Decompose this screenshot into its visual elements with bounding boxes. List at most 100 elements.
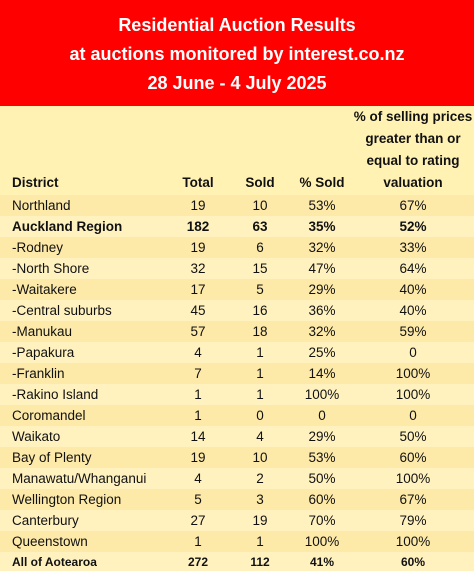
- cell-pct-sold: 100%: [292, 531, 352, 552]
- cell-sold: 4: [228, 426, 292, 447]
- header-pct-sold: % Sold: [292, 106, 352, 195]
- summary-row: All of Aotearoa 272 112 41% 60%: [0, 552, 474, 571]
- cell-sold: 0: [228, 405, 292, 426]
- cell-total: 272: [168, 552, 228, 571]
- cell-pct-sold: 100%: [292, 384, 352, 405]
- cell-district: Manawatu/Whanganui: [0, 468, 168, 489]
- cell-district: Auckland Region: [0, 216, 168, 237]
- cell-district: -Franklin: [0, 363, 168, 384]
- cell-total: 32: [168, 258, 228, 279]
- table-row: -Papakura 4 1 25% 0: [0, 342, 474, 363]
- cell-sold: 1: [228, 363, 292, 384]
- cell-total: 1: [168, 384, 228, 405]
- cell-district: -North Shore: [0, 258, 168, 279]
- cell-pct-sold: 32%: [292, 321, 352, 342]
- title-line-1: Residential Auction Results: [118, 15, 356, 35]
- cell-pct-sold: 0: [292, 405, 352, 426]
- cell-total: 57: [168, 321, 228, 342]
- cell-rv: 0: [352, 342, 474, 363]
- cell-pct-sold: 53%: [292, 447, 352, 468]
- cell-district: Coromandel: [0, 405, 168, 426]
- table-header: District Total Sold % Sold % of selling …: [0, 106, 474, 195]
- table-row: Auckland Region 182 63 35% 52%: [0, 216, 474, 237]
- cell-district: -Rodney: [0, 237, 168, 258]
- header-rating-valuation: % of selling prices greater than or equa…: [352, 106, 474, 195]
- cell-total: 19: [168, 195, 228, 216]
- table-row: -Central suburbs 45 16 36% 40%: [0, 300, 474, 321]
- cell-total: 5: [168, 489, 228, 510]
- cell-rv: 52%: [352, 216, 474, 237]
- cell-rv: 100%: [352, 531, 474, 552]
- cell-rv: 0: [352, 405, 474, 426]
- table-row: -North Shore 32 15 47% 64%: [0, 258, 474, 279]
- cell-sold: 3: [228, 489, 292, 510]
- cell-pct-sold: 70%: [292, 510, 352, 531]
- cell-sold: 112: [228, 552, 292, 571]
- cell-rv: 100%: [352, 363, 474, 384]
- header-total: Total: [168, 106, 228, 195]
- cell-sold: 2: [228, 468, 292, 489]
- table-row: Queenstown 1 1 100% 100%: [0, 531, 474, 552]
- table-row: -Manukau 57 18 32% 59%: [0, 321, 474, 342]
- table-body: Northland 19 10 53% 67% Auckland Region 182 63 3…: [0, 195, 474, 571]
- cell-total: 27: [168, 510, 228, 531]
- cell-pct-sold: 41%: [292, 552, 352, 571]
- cell-pct-sold: 47%: [292, 258, 352, 279]
- cell-pct-sold: 35%: [292, 216, 352, 237]
- cell-sold: 63: [228, 216, 292, 237]
- cell-rv: 100%: [352, 384, 474, 405]
- cell-district: -Manukau: [0, 321, 168, 342]
- table-row: Manawatu/Whanganui 4 2 50% 100%: [0, 468, 474, 489]
- cell-sold: 1: [228, 384, 292, 405]
- table-row: Waikato 14 4 29% 50%: [0, 426, 474, 447]
- table-row: -Waitakere 17 5 29% 40%: [0, 279, 474, 300]
- cell-district: Queenstown: [0, 531, 168, 552]
- title-date-range: 28 June - 4 July 2025: [147, 73, 327, 93]
- cell-sold: 5: [228, 279, 292, 300]
- cell-district: Wellington Region: [0, 489, 168, 510]
- cell-pct-sold: 60%: [292, 489, 352, 510]
- cell-rv: 59%: [352, 321, 474, 342]
- cell-total: 7: [168, 363, 228, 384]
- cell-pct-sold: 25%: [292, 342, 352, 363]
- cell-rv: 40%: [352, 279, 474, 300]
- table-row: -Rodney 19 6 32% 33%: [0, 237, 474, 258]
- cell-pct-sold: 32%: [292, 237, 352, 258]
- cell-total: 45: [168, 300, 228, 321]
- cell-total: 4: [168, 342, 228, 363]
- cell-pct-sold: 53%: [292, 195, 352, 216]
- cell-total: 17: [168, 279, 228, 300]
- table-row: Northland 19 10 53% 67%: [0, 195, 474, 216]
- cell-total: 19: [168, 447, 228, 468]
- cell-district: -Papakura: [0, 342, 168, 363]
- cell-sold: 18: [228, 321, 292, 342]
- cell-rv: 64%: [352, 258, 474, 279]
- cell-rv: 67%: [352, 489, 474, 510]
- cell-sold: 6: [228, 237, 292, 258]
- cell-sold: 10: [228, 447, 292, 468]
- cell-total: 182: [168, 216, 228, 237]
- cell-district: Bay of Plenty: [0, 447, 168, 468]
- table-row: -Franklin 7 1 14% 100%: [0, 363, 474, 384]
- cell-district: -Central suburbs: [0, 300, 168, 321]
- cell-rv: 60%: [352, 447, 474, 468]
- cell-total: 14: [168, 426, 228, 447]
- table-row: Coromandel 1 0 0 0: [0, 405, 474, 426]
- cell-pct-sold: 29%: [292, 426, 352, 447]
- cell-sold: 19: [228, 510, 292, 531]
- cell-sold: 1: [228, 531, 292, 552]
- table-row: Bay of Plenty 19 10 53% 60%: [0, 447, 474, 468]
- cell-rv: 40%: [352, 300, 474, 321]
- cell-total: 1: [168, 531, 228, 552]
- cell-pct-sold: 14%: [292, 363, 352, 384]
- cell-sold: 15: [228, 258, 292, 279]
- header-district: District: [0, 106, 168, 195]
- cell-pct-sold: 29%: [292, 279, 352, 300]
- cell-district: -Waitakere: [0, 279, 168, 300]
- table-row: -Rakino Island 1 1 100% 100%: [0, 384, 474, 405]
- cell-pct-sold: 50%: [292, 468, 352, 489]
- cell-rv: 50%: [352, 426, 474, 447]
- cell-total: 1: [168, 405, 228, 426]
- cell-district: Northland: [0, 195, 168, 216]
